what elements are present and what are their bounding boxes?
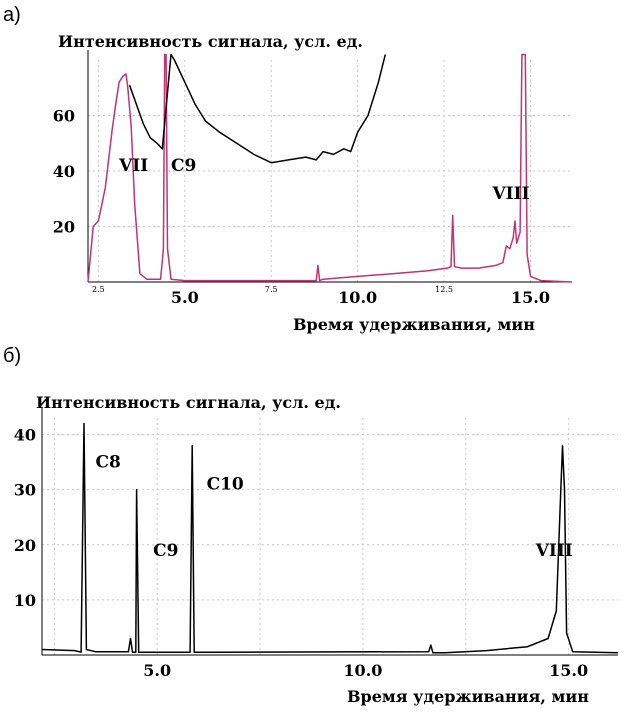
panel-b-label: б) <box>3 345 22 367</box>
panel-a-peak-label: VII <box>118 156 148 176</box>
panel-a-x-axis-title: Время удерживания, мин <box>293 315 535 334</box>
panel-a-label: а) <box>3 4 21 26</box>
panel-a-x-tick-label: 15.0 <box>511 288 550 307</box>
panel-b-y-tick-label: 30 <box>14 481 36 500</box>
panel-a-x-tick-label: 10.0 <box>338 288 377 307</box>
panel-b-x-tick-label: 15.0 <box>549 661 588 680</box>
panel-b-peak-label: VIII <box>535 541 573 561</box>
panel-b-x-tick-label: 5.0 <box>143 661 171 680</box>
panel-b-y-tick-label: 40 <box>14 426 36 445</box>
panel-b-y-axis-title: Интенсивность сигнала, усл. ед. <box>36 393 341 412</box>
panel-b-plot: 10 20 30 40 5.0 10.0 15.0 Интенсивность сигнала… <box>14 393 619 706</box>
panel-a-x-tick-label: 5.0 <box>171 288 199 307</box>
panel-b-peak-label: C9 <box>153 541 178 561</box>
panel-b-series-1-line <box>41 422 619 654</box>
panel-a-plot: 20 40 60 5.0 10.0 15.0 2.5 7.5 12.5 Интенсивность… <box>53 32 573 334</box>
panel-a-series-1-line <box>87 53 573 283</box>
panel-a-x-minor-tick-label: 7.5 <box>265 285 278 294</box>
panel-a-x-minor-tick-label: 12.5 <box>435 285 453 294</box>
panel-a-peak-label: C9 <box>171 156 196 176</box>
panel-b-peak-label: C8 <box>95 453 120 473</box>
panel-a-peak-label: VIII <box>491 184 529 204</box>
panel-b-x-tick-label: 10.0 <box>343 661 382 680</box>
panel-a-y-axis-title: Интенсивность сигнала, усл. ед. <box>58 32 363 51</box>
panel-a-y-tick-label: 60 <box>53 107 75 126</box>
panel-b-y-tick-label: 10 <box>14 591 36 610</box>
panel-a-x-minor-tick-label: 2.5 <box>92 285 105 294</box>
panel-b-y-tick-label: 20 <box>14 536 36 555</box>
panel-b-peak-label: C10 <box>207 475 244 495</box>
panel-a-series-2-line <box>128 53 387 164</box>
panel-b-x-axis-title: Время удерживания, мин <box>347 687 589 706</box>
panel-a-y-tick-label: 40 <box>53 162 75 181</box>
panel-a-y-tick-label: 20 <box>53 218 75 237</box>
